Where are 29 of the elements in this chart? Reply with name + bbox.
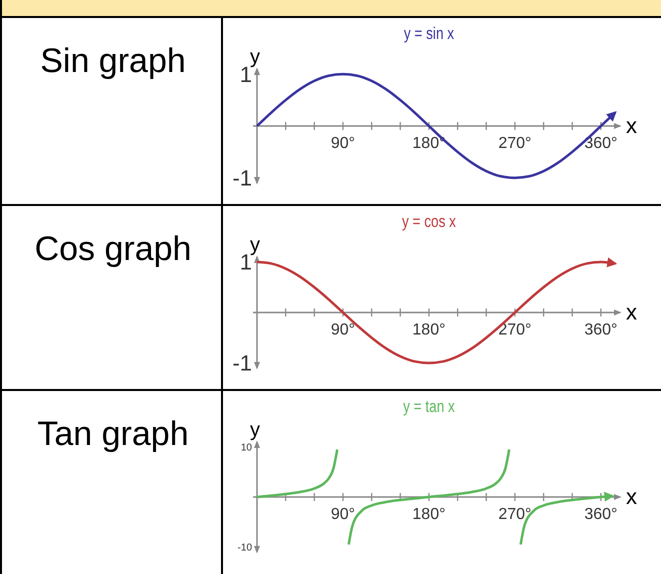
- text: y = sin x: [404, 24, 454, 44]
- y-tick-label: 1: [240, 250, 252, 275]
- y-tick-label: 1: [240, 62, 252, 87]
- y-tick-label: 10: [240, 442, 252, 454]
- chart-title: Tan graph: [37, 415, 189, 453]
- y-tick-label: -1: [232, 350, 252, 376]
- x-tick-label: 90°: [330, 135, 356, 152]
- chart-title: Sin graph: [40, 42, 186, 80]
- x-tick-label: 270°: [498, 506, 532, 523]
- x-tick-label: 360°: [584, 506, 618, 523]
- x-tick-label: 90°: [330, 322, 356, 338]
- x-axis-title: x: [626, 300, 637, 324]
- x-tick-label: 180°: [412, 135, 446, 152]
- chart-title: Cos graph: [34, 230, 192, 268]
- text: y = cos x: [402, 212, 456, 232]
- y-tick-label: -10: [238, 542, 252, 554]
- x-tick-label: 360°: [584, 135, 618, 152]
- y-axis-title: y: [250, 234, 260, 256]
- y-axis-title: y: [250, 46, 260, 68]
- x-axis-title: x: [626, 484, 637, 509]
- x-tick-label: 180°: [412, 506, 446, 523]
- x-tick-label: 270°: [498, 135, 532, 152]
- y-tick-label: -1: [232, 166, 252, 191]
- x-tick-label: 180°: [412, 322, 446, 338]
- x-tick-label: 90°: [330, 506, 356, 523]
- x-axis-title: x: [626, 113, 637, 138]
- x-tick-label: 360°: [584, 322, 618, 338]
- text: y = tan x: [403, 398, 456, 416]
- y-axis-title: y: [250, 419, 260, 441]
